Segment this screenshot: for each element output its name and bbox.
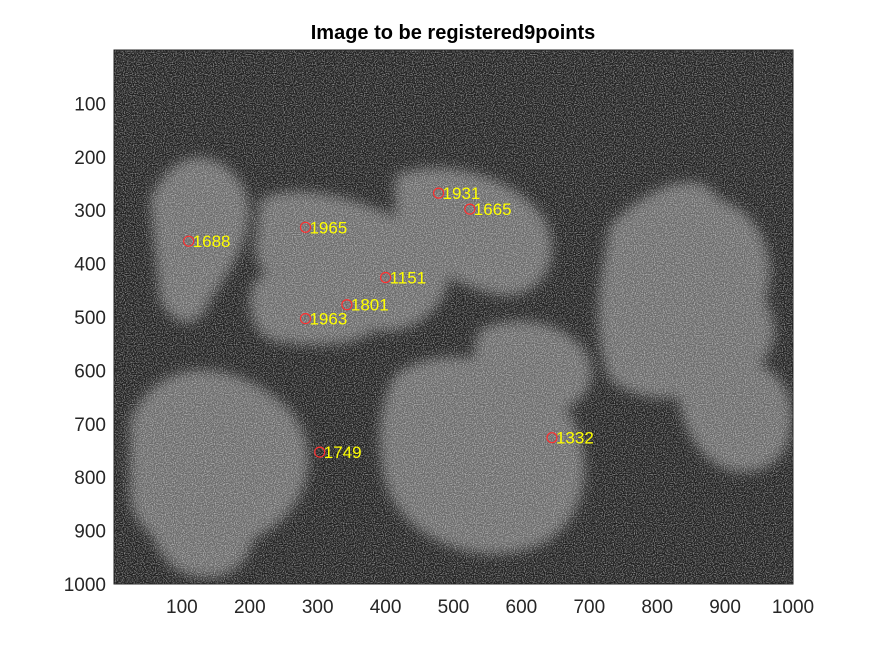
point-label: 1963 xyxy=(309,310,347,329)
image-background xyxy=(114,50,793,584)
point-marker xyxy=(299,313,312,325)
point-marker xyxy=(546,432,558,444)
point-label: 1965 xyxy=(309,218,347,237)
x-tick-label: 500 xyxy=(438,597,470,618)
point-label: 1801 xyxy=(351,296,389,315)
y-tick-label: 100 xyxy=(74,94,106,115)
point-marker xyxy=(183,235,195,247)
chart-title: Image to be registered9points xyxy=(311,22,596,44)
point-marker xyxy=(341,299,353,311)
x-tick-label: 200 xyxy=(234,597,266,618)
y-tick-label: 400 xyxy=(74,255,106,276)
y-tick-label: 600 xyxy=(74,361,106,382)
x-tick-label: 800 xyxy=(641,597,673,618)
y-tick-label: 700 xyxy=(74,415,106,436)
y-tick-label: 800 xyxy=(74,468,106,489)
x-tick-label: 400 xyxy=(370,597,402,618)
point-label: 1332 xyxy=(556,429,594,448)
y-tick-label: 1000 xyxy=(64,575,106,596)
y-tick-label: 900 xyxy=(74,522,106,543)
y-tick-label: 500 xyxy=(74,308,106,329)
x-tick-label: 700 xyxy=(573,597,605,618)
x-tick-label: 900 xyxy=(709,597,741,618)
point-label: 1749 xyxy=(324,443,362,462)
point-marker xyxy=(432,187,445,199)
point-label: 1688 xyxy=(193,232,231,251)
point-label: 1665 xyxy=(474,200,512,219)
x-tick-label: 300 xyxy=(302,597,334,618)
x-tick-label: 100 xyxy=(166,597,198,618)
point-marker xyxy=(299,221,312,233)
y-tick-label: 200 xyxy=(74,148,106,169)
x-axis: 100 200 300 400 500 600 700 800 900 1000 xyxy=(166,578,814,618)
point-marker xyxy=(314,446,326,458)
point-label: 1931 xyxy=(443,184,481,203)
point-label: 1151 xyxy=(390,268,427,287)
point-marker xyxy=(464,203,476,215)
x-tick-label: 1000 xyxy=(772,597,814,618)
x-tick-label: 600 xyxy=(506,597,538,618)
y-axis: 100 200 300 400 500 600 700 800 900 1000 xyxy=(64,94,120,596)
point-marker xyxy=(380,271,392,284)
y-tick-label: 300 xyxy=(74,201,106,222)
